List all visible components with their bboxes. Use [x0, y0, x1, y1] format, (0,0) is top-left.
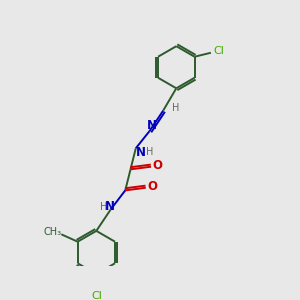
Text: Cl: Cl [91, 291, 102, 300]
Text: O: O [153, 159, 163, 172]
Text: Cl: Cl [213, 46, 224, 56]
Text: H: H [146, 147, 153, 157]
Text: CH₃: CH₃ [44, 227, 62, 237]
Text: H: H [100, 202, 107, 212]
Text: H: H [172, 103, 179, 113]
Text: O: O [147, 180, 158, 193]
Text: N: N [136, 146, 146, 159]
Text: N: N [147, 119, 157, 132]
Text: N: N [105, 200, 115, 213]
